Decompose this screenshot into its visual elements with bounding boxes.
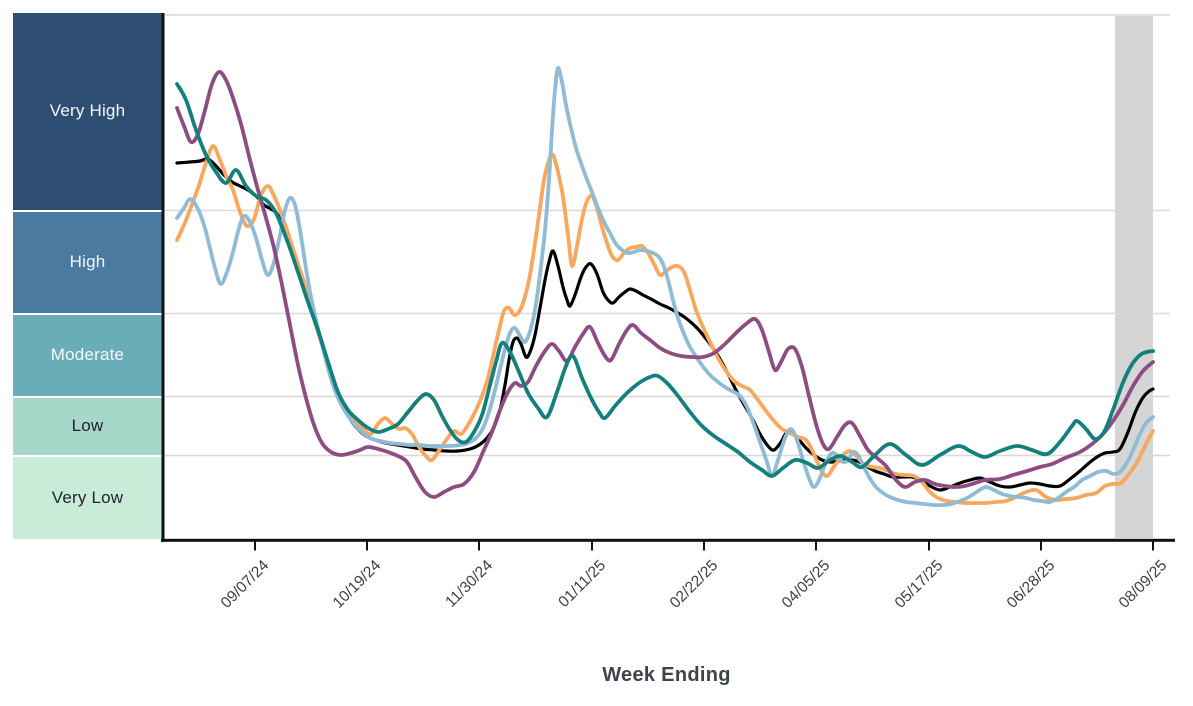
teal-line — [175, 82, 1155, 478]
y-band-label: Very High — [49, 101, 126, 121]
y-axis-line — [161, 13, 165, 542]
black-line — [175, 157, 1155, 492]
purple-line — [175, 70, 1155, 499]
y-band-label: Moderate — [50, 345, 125, 364]
provisional-data-region — [1115, 16, 1153, 538]
y-band-moderate: Moderate — [13, 314, 162, 396]
y-band-low: Low — [13, 397, 162, 455]
y-band-label: Very Low — [51, 487, 124, 507]
y-band-label: High — [69, 252, 106, 271]
x-axis-title: Week Ending — [602, 664, 731, 686]
x-axis-line — [161, 538, 1175, 542]
light-blue-line — [175, 66, 1155, 508]
y-band-very-low: Very Low — [13, 456, 162, 539]
y-band-label: Low — [71, 416, 104, 435]
y-band-very-high: Very High — [13, 13, 162, 210]
y-band-high: High — [13, 211, 162, 313]
